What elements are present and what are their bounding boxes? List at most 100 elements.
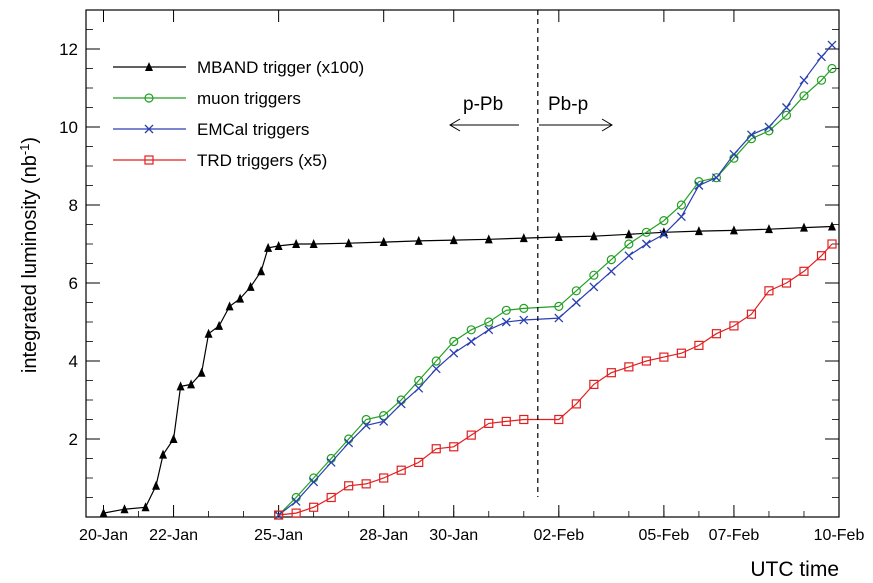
data-point: [694, 181, 704, 190]
data-point: [694, 226, 703, 236]
data-point: [361, 479, 371, 489]
data-point: [641, 239, 651, 249]
data-point: [264, 242, 273, 252]
legend-swatch-marker: [144, 124, 154, 134]
data-point: [519, 303, 529, 313]
data-point: [624, 362, 634, 372]
data-point-b: [711, 173, 721, 183]
data-point-b: [676, 212, 686, 222]
data-point: [729, 225, 738, 235]
series-1: [274, 63, 837, 520]
legend: MBAND trigger (x100) muon triggers EMCal t…: [113, 58, 364, 170]
data-point: [344, 238, 353, 248]
data-point-b: [396, 399, 406, 409]
data-point: [466, 325, 476, 335]
data-point: [554, 414, 564, 425]
data-point: [414, 375, 424, 386]
data-point: [414, 383, 424, 393]
data-point-b: [729, 149, 739, 159]
data-point: [501, 305, 511, 315]
data-point: [141, 502, 150, 512]
series-line-3: [278, 243, 833, 516]
data-point: [554, 231, 563, 241]
x-tick-label: 02-Feb: [533, 527, 584, 544]
x-tick-label: 10-Feb: [814, 527, 865, 544]
data-point: [676, 200, 686, 210]
data-point-b: [817, 52, 826, 62]
data-point-b: [519, 315, 529, 325]
data-point: [396, 465, 406, 475]
data-point: [624, 239, 634, 249]
legend-swatch-marker-b: [144, 124, 154, 134]
data-point: [169, 434, 178, 443]
legend-entry-3: TRD triggers (x5): [113, 151, 327, 170]
data-point: [99, 508, 108, 518]
data-point: [396, 399, 406, 409]
data-point: [225, 301, 234, 311]
data-point: [484, 418, 494, 428]
y-axis-label-text: integrated luminosity (nb: [19, 155, 41, 373]
data-point: [589, 270, 599, 280]
data-point: [589, 282, 599, 292]
y-tick-label: 6: [69, 274, 78, 293]
data-point: [291, 508, 301, 518]
right-arrow-head: [601, 118, 613, 132]
data-point: [501, 317, 511, 327]
data-point: [729, 321, 739, 331]
legend-swatch-marker: [144, 93, 154, 103]
data-point-b: [291, 496, 301, 506]
data-point: [641, 356, 651, 366]
data-point: [466, 430, 476, 440]
data-point: [379, 411, 389, 421]
data-point-b: [589, 282, 599, 292]
data-point: [781, 278, 792, 288]
data-point-b: [799, 75, 809, 85]
series-0: [99, 221, 836, 518]
data-point: [379, 416, 389, 426]
data-point: [484, 317, 494, 327]
series-line-2: [278, 44, 833, 516]
data-point-b: [484, 325, 494, 335]
y-tick-label: 4: [69, 352, 78, 371]
data-point: [659, 352, 669, 362]
data-point: [711, 173, 721, 183]
data-point: [519, 315, 529, 325]
legend-entry-2: EMCal triggers: [113, 120, 309, 139]
data-point: [484, 325, 494, 335]
data-point: [589, 379, 599, 389]
data-point: [827, 239, 837, 249]
data-point: [197, 367, 206, 377]
legend-label: MBAND trigger (x100): [197, 58, 364, 77]
data-point: [764, 286, 774, 296]
x-tick-label: 28-Jan: [359, 527, 408, 544]
data-point: [554, 313, 564, 323]
data-point-b: [641, 239, 651, 249]
data-point: [799, 266, 809, 276]
data-point: [449, 336, 459, 347]
x-axis-label: UTC time: [750, 558, 839, 581]
data-point: [176, 381, 185, 391]
x-tick-label: 05-Feb: [639, 527, 690, 544]
data-point-b: [624, 251, 634, 261]
series-line-0: [103, 225, 833, 514]
plot-area: 20-Jan 22-Jan 25-Jan 28-Jan 30-Jan 02-Feb 05-F…: [59, 9, 865, 544]
y-axis-label: integrated luminosity (nb-1): [17, 137, 41, 373]
data-point: [571, 298, 581, 307]
data-point: [676, 212, 686, 222]
y-tick-label: 2: [69, 430, 78, 449]
data-point: [449, 348, 459, 358]
data-point: [606, 255, 616, 265]
legend-swatch-marker: [145, 62, 153, 71]
legend-entry-1: muon triggers: [113, 89, 301, 108]
data-point: [344, 481, 354, 491]
data-point: [827, 63, 837, 74]
data-point: [827, 40, 837, 50]
data-point: [659, 227, 668, 237]
data-point: [344, 438, 354, 448]
series-3: [274, 239, 837, 520]
y-tick-label: 10: [59, 118, 78, 137]
data-point-b: [326, 457, 336, 467]
y-tick-label: 12: [59, 40, 78, 59]
data-point: [431, 444, 441, 454]
data-point: [554, 301, 564, 311]
